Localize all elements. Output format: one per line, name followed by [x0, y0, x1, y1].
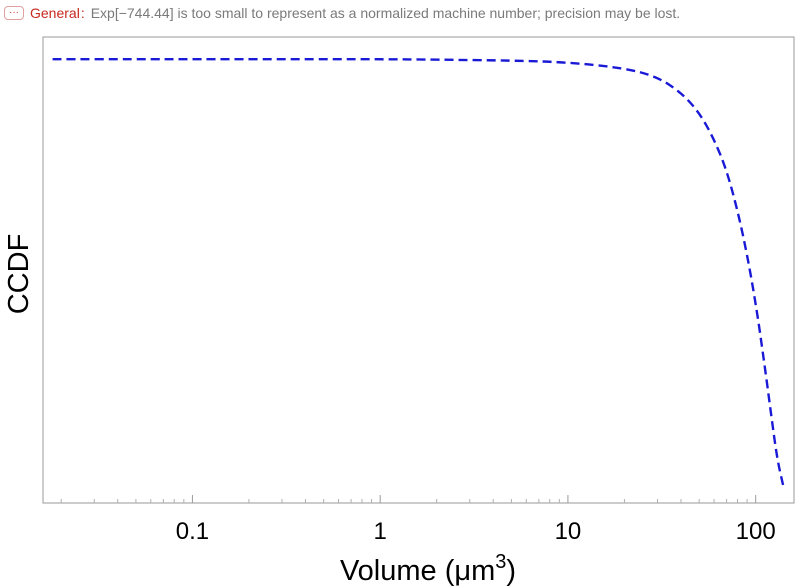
- x-axis-ticks: [60, 495, 757, 503]
- message-bar: ··· General: Exp[−744.44] is too small t…: [4, 2, 680, 24]
- ellipsis-icon[interactable]: ···: [4, 6, 24, 20]
- x-tick-label: 0.1: [176, 518, 209, 545]
- x-axis-title-sup: 3: [495, 551, 506, 573]
- plot-frame: [42, 36, 795, 504]
- message-colon: :: [80, 5, 85, 21]
- message-label[interactable]: General: [30, 5, 80, 21]
- x-axis-title: Volume (μm3): [340, 551, 516, 587]
- x-axis-title-end: ): [506, 555, 516, 587]
- x-tick-label: 10: [555, 518, 582, 545]
- x-axis-title-main: Volume (μm: [340, 555, 495, 587]
- message-text: Exp[−744.44] is too small to represent a…: [90, 5, 681, 21]
- ccdf-series-line: [52, 57, 785, 486]
- y-axis-title: CCDF: [3, 234, 35, 315]
- x-axis-tick-labels: 0.1 1 10 100: [176, 518, 776, 545]
- x-tick-label: 1: [373, 518, 386, 545]
- x-tick-label: 100: [736, 518, 776, 545]
